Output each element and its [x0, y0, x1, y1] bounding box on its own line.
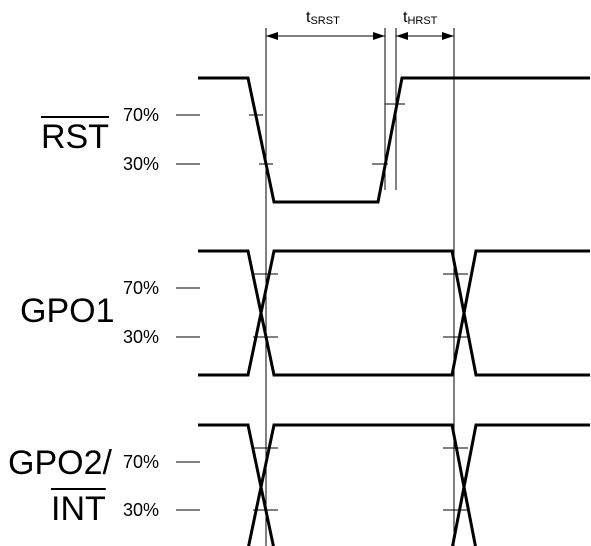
gpo2-30-label: 30%: [123, 500, 160, 520]
tsrst-label: tSRST: [306, 9, 340, 27]
thrst-label: tHRST: [403, 9, 438, 27]
thrst-arrow-head-right: [442, 32, 454, 40]
rst-signal-name: RST: [41, 118, 109, 156]
gpo2-waveform-b: [247, 423, 477, 546]
thrst-arrow-head-left: [396, 32, 408, 40]
gpo2-waveform-a: [198, 423, 275, 546]
tsrst-label-base: t: [306, 9, 311, 26]
gpo2-waveform-c: [451, 423, 590, 546]
gpo1-waveform-b: [198, 249, 590, 377]
thrst-label-sub: HRST: [407, 15, 438, 27]
gpo1-waveform-a: [198, 249, 590, 377]
tsrst-label-sub: SRST: [310, 15, 340, 27]
rst-waveform: [198, 76, 590, 204]
rst-30-label: 30%: [123, 154, 160, 174]
rst-70-label: 70%: [123, 105, 160, 125]
tsrst-arrow-head-left: [266, 32, 278, 40]
gpo1-70-label: 70%: [123, 278, 160, 298]
gpo2-signal-name: GPO2/: [8, 444, 112, 482]
gpo2-70-label: 70%: [123, 452, 160, 472]
gpo1-30-label: 30%: [123, 327, 160, 347]
gpo1-signal-name: GPO1: [20, 292, 115, 330]
int-signal-name: INT: [51, 490, 106, 528]
thrst-label-base: t: [403, 9, 408, 26]
tsrst-arrow-head-right: [373, 32, 385, 40]
